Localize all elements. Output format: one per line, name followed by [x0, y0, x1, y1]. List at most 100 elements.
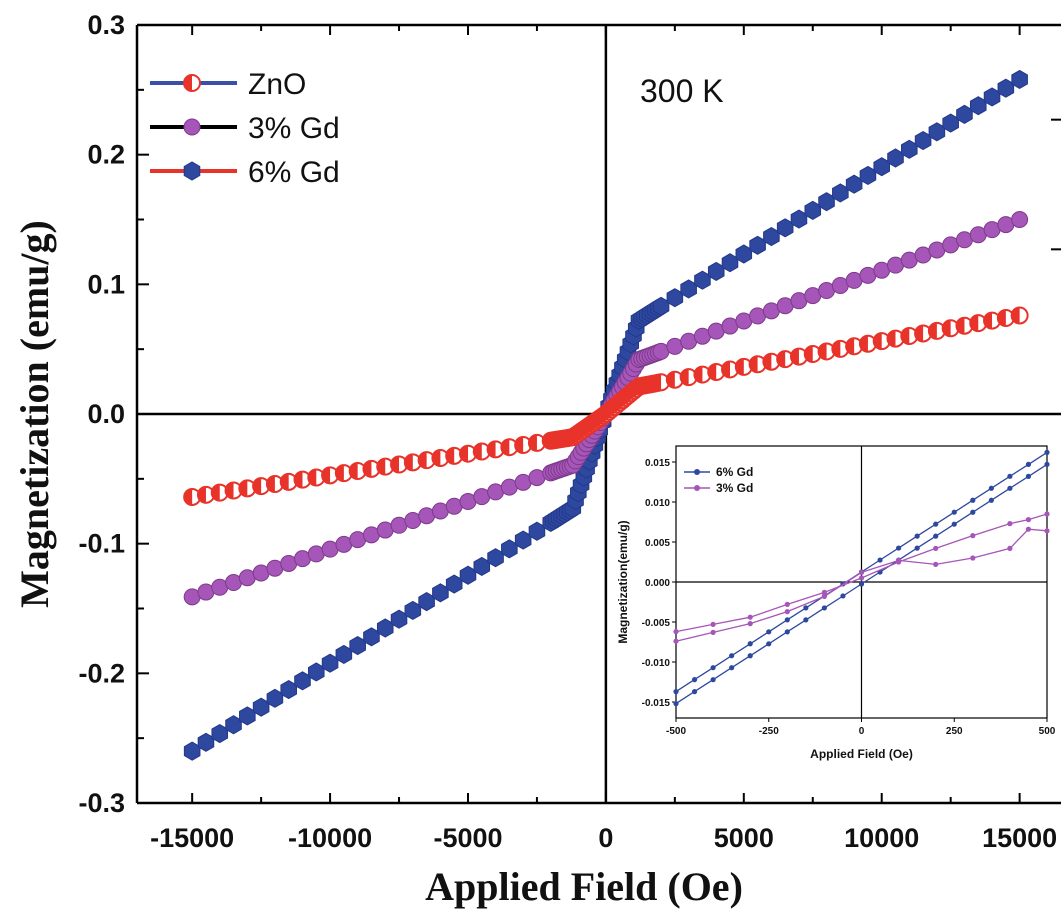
inset-plot: -500 -250 0 250 500 0.015 0.010 0.005 0.000 -0.00…: [608, 428, 1061, 778]
data-point: [418, 592, 435, 612]
hexagon-marker: [873, 157, 891, 177]
hexagon-marker: [818, 192, 835, 212]
inset-data-point: [729, 653, 735, 659]
inset-data-point: [821, 589, 828, 596]
data-point: [225, 715, 242, 735]
hexagon-marker: [845, 174, 863, 194]
hexagon-marker: [487, 548, 504, 568]
hexagon-marker: [983, 87, 1001, 107]
y-tick-label: 0.2: [87, 140, 125, 170]
inset-data-point: [766, 629, 772, 635]
inset-series-3-gd: [673, 511, 1050, 644]
legend-label: 6% Gd: [248, 156, 340, 189]
data-point: [873, 157, 891, 177]
y-tick-label: -0.2: [78, 658, 125, 688]
data-point: [431, 449, 450, 468]
half-circle-fill: [239, 480, 248, 497]
hexagon-marker: [969, 96, 987, 116]
half-circle-fill: [901, 328, 910, 345]
inset-data-point: [933, 521, 939, 527]
data-point: [183, 741, 201, 761]
hexagon-marker: [956, 104, 973, 124]
inset-x-axis-title: Applied Field (Oe): [810, 747, 913, 761]
inset-data-point: [858, 569, 865, 576]
hexagon-marker: [294, 671, 311, 691]
inset-data-point: [803, 605, 809, 611]
legend-label: 3% Gd: [248, 112, 340, 145]
data-point: [652, 296, 670, 316]
inset-legend-marker: [694, 469, 700, 475]
half-circle-fill: [528, 434, 537, 451]
inset-y-tick-label: -0.010: [642, 658, 671, 669]
half-circle-fill: [197, 486, 206, 503]
half-circle-fill: [1011, 307, 1020, 324]
inset-y-tick-label: -0.005: [642, 618, 671, 629]
inset-data-point: [988, 485, 994, 491]
hexagon-marker: [859, 165, 877, 186]
hexagon-marker: [735, 244, 753, 264]
data-point: [238, 479, 257, 498]
x-tick-label: 0: [598, 823, 613, 853]
inset-data-point: [896, 557, 902, 564]
data-point: [321, 653, 339, 673]
data-point: [266, 688, 284, 708]
half-circle-fill: [722, 361, 731, 378]
hexagon-marker: [804, 200, 822, 220]
half-circle-fill: [763, 353, 772, 370]
hexagon-marker: [225, 715, 242, 735]
inset-data-point: [858, 575, 865, 581]
inset-data-point: [970, 533, 976, 539]
half-circle-fill: [694, 366, 703, 383]
data-point: [1010, 306, 1029, 325]
legend: ZnO 3% Gd 6% Gd: [150, 68, 340, 189]
half-circle-fill: [184, 75, 192, 91]
data-point: [362, 459, 381, 478]
half-circle-fill: [473, 443, 482, 460]
inset-data-point: [970, 555, 976, 561]
circle-marker: [1011, 211, 1029, 228]
data-point: [887, 148, 904, 168]
hexagon-marker: [832, 183, 849, 203]
data-point: [486, 440, 505, 459]
inset-data-point: [747, 653, 753, 659]
inset-data-point: [710, 629, 716, 636]
x-tick-label: 15000: [982, 823, 1057, 853]
series-zno: [183, 306, 1029, 506]
half-circle-fill: [515, 437, 524, 454]
inset-y-tick-label: 0.000: [645, 578, 670, 589]
inset-data-point: [821, 593, 828, 600]
data-point: [693, 365, 712, 384]
inset-data-point: [1025, 461, 1032, 467]
data-point: [404, 600, 422, 620]
inset-data-point: [691, 677, 698, 683]
half-circle-fill: [804, 346, 813, 363]
data-point: [294, 671, 311, 691]
data-point: [665, 370, 684, 389]
half-circle-fill: [680, 369, 689, 386]
data-point: [942, 113, 959, 133]
inset-data-point: [858, 581, 865, 587]
legend-marker: [183, 161, 201, 181]
hexagon-marker: [239, 706, 256, 726]
inset-data-point: [784, 617, 790, 623]
data-point: [252, 477, 271, 496]
half-circle-fill: [280, 473, 289, 490]
inset-data-point: [1007, 485, 1013, 491]
half-circle-fill: [970, 315, 979, 332]
inset-data-point: [970, 497, 976, 503]
half-circle-fill: [887, 330, 896, 347]
inset-data-point: [710, 677, 716, 683]
data-point: [473, 556, 491, 577]
inset-legend-label: 6% Gd: [716, 465, 753, 479]
data-point: [280, 679, 297, 700]
data-point: [749, 235, 766, 255]
data-point: [1011, 211, 1029, 228]
data-point: [500, 438, 519, 457]
data-point: [914, 130, 932, 151]
data-point: [707, 363, 726, 382]
half-circle-fill: [873, 333, 882, 350]
half-circle-fill: [984, 312, 993, 329]
x-tick-label: 10000: [844, 823, 919, 853]
inset-data-point: [691, 689, 698, 695]
